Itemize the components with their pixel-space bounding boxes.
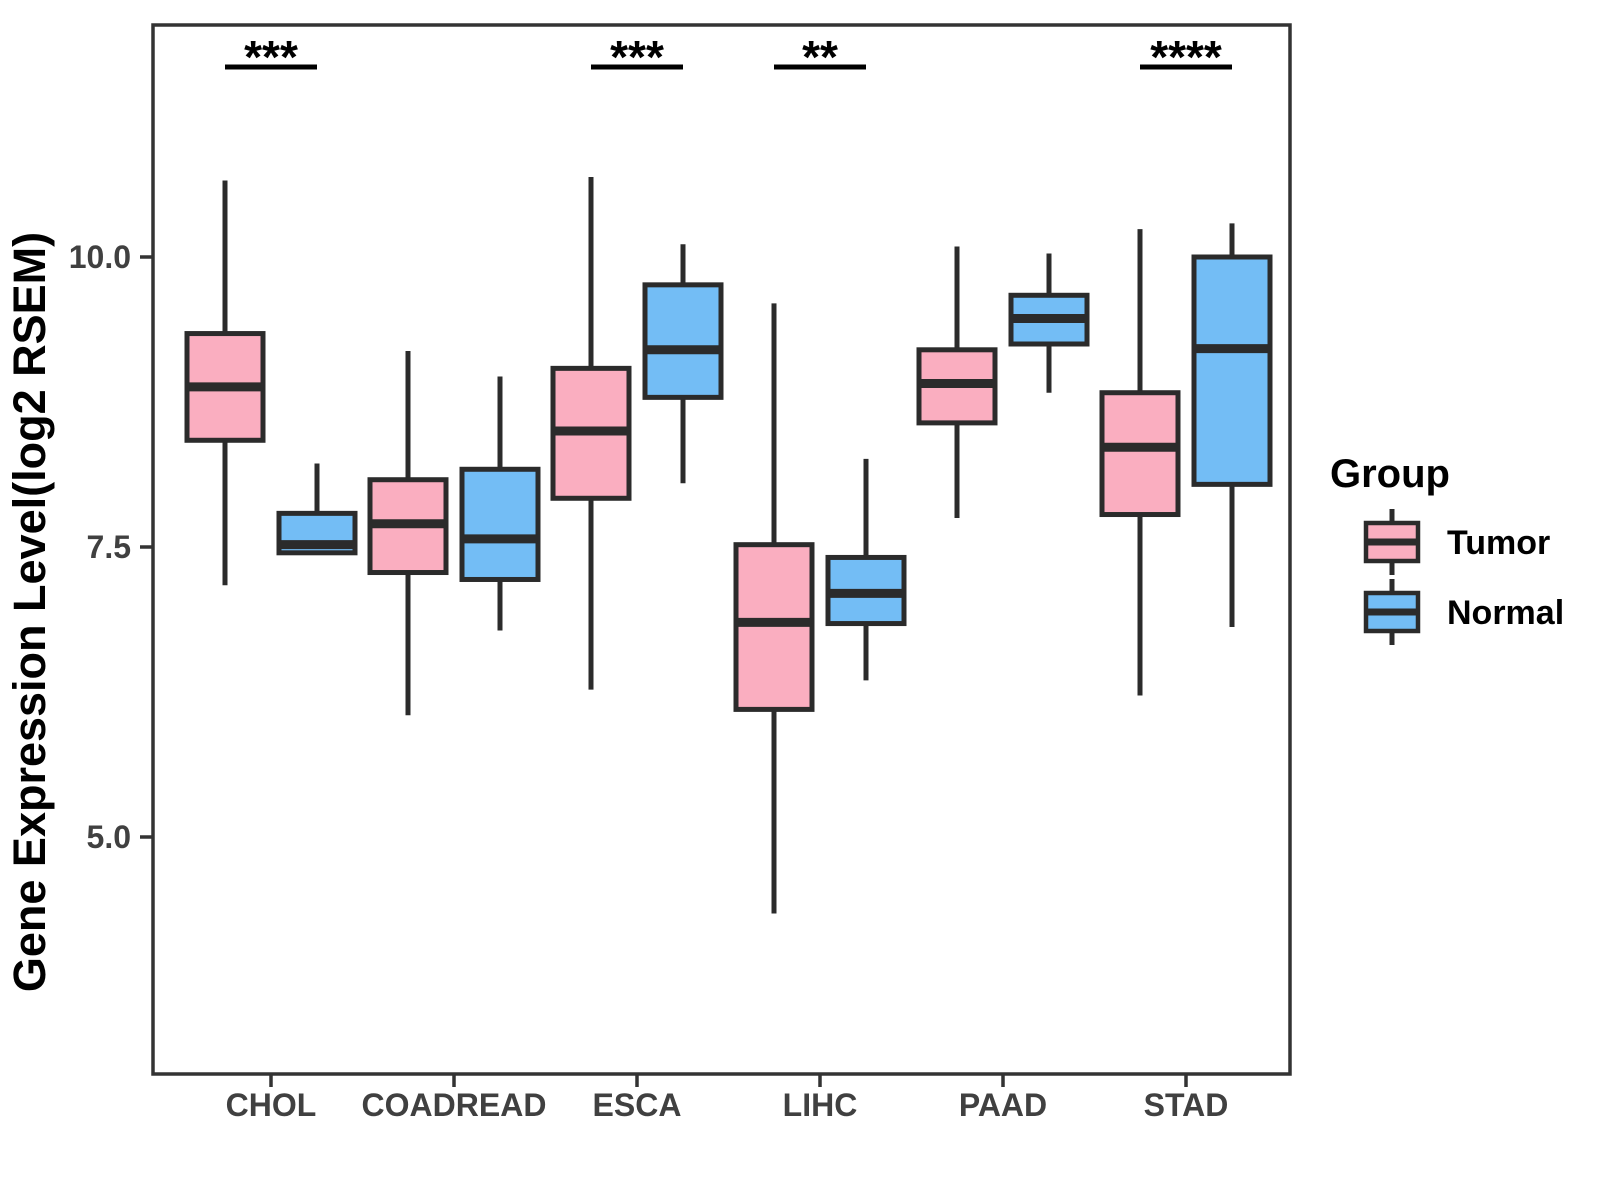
x-label-COADREAD: COADREAD — [362, 1087, 547, 1123]
legend-key-Tumor — [1363, 509, 1421, 575]
box-CHOL-Tumor — [184, 180, 266, 586]
box-PAAD-Tumor — [916, 246, 998, 518]
y-axis-title: Gene Expression Level(log2 RSEM) — [4, 232, 55, 992]
significance-label-LIHC: ** — [802, 31, 838, 83]
x-label-PAAD: PAAD — [959, 1087, 1047, 1123]
significance-label-ESCA: *** — [610, 31, 664, 83]
iqr-box — [1099, 390, 1181, 518]
box-COADREAD-Normal — [459, 376, 541, 631]
box-LIHC-Normal — [825, 458, 907, 681]
x-label-ESCA: ESCA — [593, 1087, 682, 1123]
iqr-box — [459, 466, 541, 582]
box-LIHC-Tumor — [733, 303, 815, 914]
iqr-box — [733, 542, 815, 712]
x-label-LIHC: LIHC — [783, 1087, 858, 1123]
iqr-box — [642, 282, 724, 400]
legend-title: Group — [1330, 452, 1450, 496]
x-label-STAD: STAD — [1144, 1087, 1229, 1123]
x-label-CHOL: CHOL — [226, 1087, 317, 1123]
legend-key-Normal — [1363, 579, 1421, 645]
box-PAAD-Normal — [1008, 253, 1090, 393]
box-ESCA-Tumor — [550, 176, 632, 690]
plot-panel-border — [151, 23, 1292, 1076]
iqr-box — [1191, 254, 1273, 487]
box-COADREAD-Tumor — [367, 350, 449, 716]
box-CHOL-Normal — [276, 463, 358, 556]
significance-label-CHOL: *** — [244, 31, 298, 83]
legend-label-Tumor: Tumor — [1447, 524, 1550, 562]
y-tick-label: 7.5 — [87, 529, 131, 565]
y-tick-label: 5.0 — [87, 819, 131, 855]
box-ESCA-Normal — [642, 244, 724, 484]
box-STAD-Tumor — [1099, 229, 1181, 696]
y-tick-label: 10.0 — [69, 239, 131, 275]
legend-label-Normal: Normal — [1447, 594, 1564, 632]
significance-label-STAD: **** — [1150, 31, 1222, 83]
box-STAD-Normal — [1191, 223, 1273, 628]
